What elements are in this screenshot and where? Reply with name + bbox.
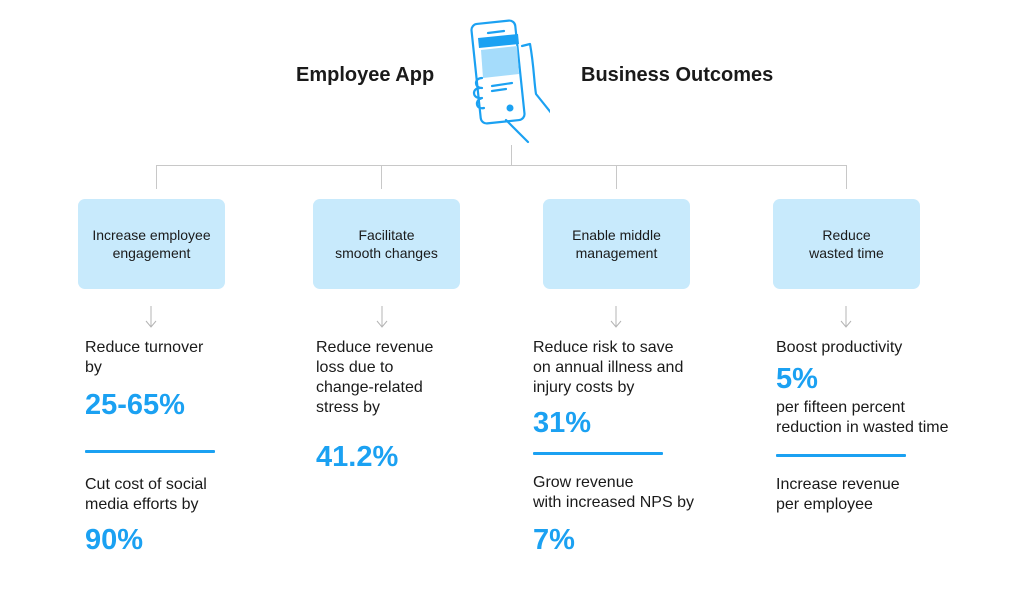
- outcome-suffix: per fifteen percent reduction in wasted …: [776, 399, 949, 436]
- outcome-value: 41.2%: [316, 441, 399, 473]
- outcome-text: Boost productivity: [776, 339, 903, 356]
- goal-label: Enable middle management: [572, 227, 661, 261]
- goal-box-engagement: Increase employee engagement: [78, 199, 225, 289]
- outcome-text: Grow revenue with increased NPS by: [533, 474, 694, 511]
- business-outcomes-title: Business Outcomes: [581, 64, 774, 86]
- outcomes-column-1: Reduce turnover by 25-65% Cut cost of so…: [85, 338, 285, 557]
- outcomes-column-4: Boost productivity 5% per fifteen percen…: [776, 338, 996, 515]
- outcome-text: Reduce revenue loss due to change-relate…: [316, 339, 434, 416]
- outcome-value: 25-65%: [85, 389, 185, 421]
- connector-horizontal: [156, 165, 847, 166]
- goal-box-wasted-time: Reduce wasted time: [773, 199, 920, 289]
- arrow-down-icon: [145, 306, 157, 328]
- goal-box-management: Enable middle management: [543, 199, 690, 289]
- outcomes-column-2: Reduce revenue loss due to change-relate…: [316, 338, 516, 474]
- arrow-down-icon: [610, 306, 622, 328]
- hand-holding-phone-icon: [470, 19, 550, 144]
- connector-drop-3: [616, 165, 617, 189]
- outcome-text: Increase revenue per employee: [776, 476, 900, 513]
- separator: [533, 452, 663, 455]
- employee-app-title: Employee App: [296, 64, 435, 86]
- arrow-down-icon: [840, 306, 852, 328]
- goal-box-changes: Facilitate smooth changes: [313, 199, 460, 289]
- goal-label: Increase employee engagement: [92, 227, 211, 261]
- arrow-down-icon: [376, 306, 388, 328]
- goal-label: Reduce wasted time: [809, 227, 884, 261]
- goal-label: Facilitate smooth changes: [335, 227, 438, 261]
- connector-drop-1: [156, 165, 157, 189]
- outcomes-column-3: Reduce risk to save on annual illness an…: [533, 338, 733, 557]
- connector-trunk: [511, 145, 512, 165]
- outcome-text: Reduce turnover by: [85, 339, 204, 376]
- outcome-text: Reduce risk to save on annual illness an…: [533, 339, 684, 396]
- separator: [776, 454, 906, 457]
- connector-drop-2: [381, 165, 382, 189]
- outcome-text: Cut cost of social media efforts by: [85, 476, 207, 513]
- outcome-value: 90%: [85, 524, 144, 556]
- connector-drop-4: [846, 165, 847, 189]
- outcome-value: 31%: [533, 407, 592, 439]
- outcome-value: 7%: [533, 524, 575, 556]
- separator: [85, 450, 215, 453]
- outcome-value: 5%: [776, 363, 818, 395]
